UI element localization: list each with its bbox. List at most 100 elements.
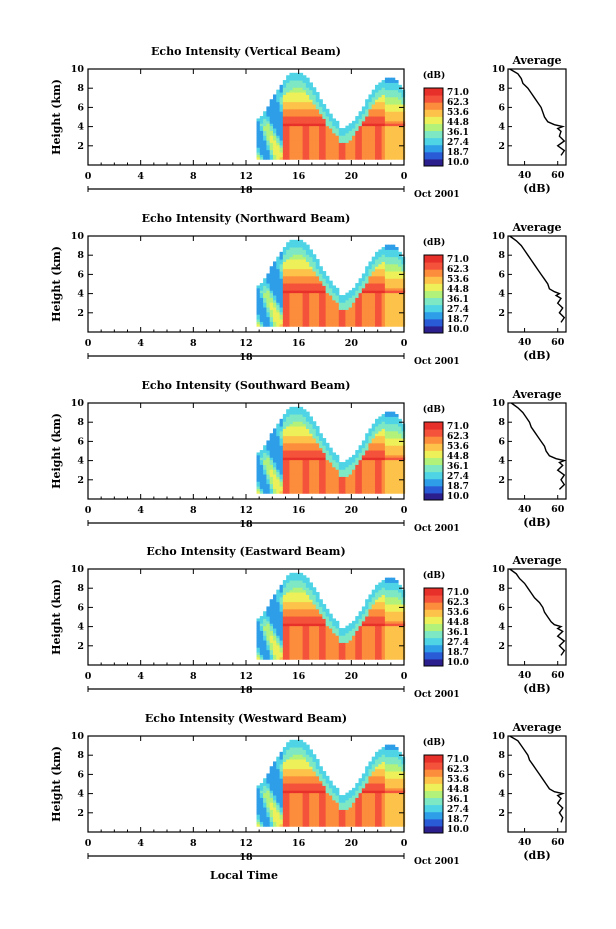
heatmap-cell [384, 618, 389, 622]
heatmap-cell [289, 94, 294, 98]
heatmap-cell [309, 647, 313, 651]
heatmap-cell [276, 635, 281, 639]
heatmap-cell [296, 486, 300, 489]
heatmap-cell [332, 290, 337, 294]
heatmap-cell [312, 319, 317, 322]
heatmap-cell [272, 476, 277, 480]
heatmap-cell [305, 616, 310, 619]
heatmap-cell [302, 140, 307, 143]
heatmap-cell [282, 299, 287, 303]
heatmap-cell [282, 87, 287, 91]
heatmap-cell [325, 118, 330, 122]
heatmap-cell [342, 314, 346, 318]
heatmap-cell [384, 273, 389, 277]
heatmap-cell [391, 582, 396, 586]
heatmap-cell [259, 307, 264, 310]
heatmap-cell [332, 304, 337, 308]
heatmap-cell [328, 309, 333, 313]
heatmap-cell [358, 319, 363, 322]
heatmap-cell [375, 490, 379, 494]
heatmap-cell [378, 438, 383, 441]
heatmap-cell [332, 118, 337, 122]
heatmap-cell [279, 459, 284, 463]
heatmap-cell [263, 278, 267, 282]
heatmap-cell [269, 486, 274, 489]
heatmap-cell [282, 130, 287, 134]
heatmap-cell [381, 292, 386, 296]
heatmap-cell [365, 283, 369, 286]
heatmap-cell [375, 632, 379, 636]
heatmap-cell [378, 137, 383, 141]
heatmap-cell [388, 80, 392, 83]
heatmap-cell [371, 111, 376, 115]
heatmap-cell [289, 314, 294, 318]
heatmap-cell [305, 311, 310, 315]
heatmap-cell [345, 132, 350, 136]
heatmap-cell [282, 247, 287, 250]
heatmap-cell [296, 256, 300, 260]
heatmap-cell [328, 123, 333, 127]
heatmap-cell [302, 632, 307, 636]
heatmap-cell [286, 280, 290, 284]
heatmap-cell [355, 142, 360, 146]
heatmap-cell [342, 628, 346, 631]
heatmap-cell [384, 490, 389, 494]
heatmap-cell [276, 642, 281, 646]
heatmap-cell [325, 616, 330, 619]
heatmap-cell [378, 89, 383, 93]
heatmap-cell [292, 421, 297, 425]
heatmap-cell [351, 459, 356, 463]
heatmap-cell [322, 647, 327, 651]
heatmap-cell [266, 302, 271, 306]
heatmap-cell [266, 118, 271, 122]
heatmap-cell [378, 311, 383, 315]
heatmap-cell [312, 486, 317, 489]
heatmap-cell [378, 416, 383, 420]
heatmap-cell [309, 130, 313, 134]
heatmap-cell [375, 266, 379, 270]
heatmap-cell [384, 144, 389, 148]
heatmap-cell [256, 140, 261, 143]
heatmap-cell [296, 316, 300, 320]
heatmap-cell [375, 430, 379, 434]
heatmap-cell [296, 244, 300, 248]
heatmap-cell [266, 462, 271, 465]
heatmap-cell [394, 418, 399, 422]
heatmap-cell [312, 156, 317, 160]
heatmap-cell [312, 611, 317, 615]
heatmap-cell [299, 582, 304, 586]
heatmap-cell [365, 466, 369, 470]
heatmap-cell [309, 142, 313, 146]
heatmap-cell [332, 285, 337, 289]
heatmap-cell [371, 599, 376, 603]
heatmap-cell [292, 428, 297, 432]
heatmap-cell [305, 647, 310, 651]
heatmap-cell [371, 132, 376, 136]
heatmap-cell [319, 314, 323, 318]
heatmap-cell [328, 628, 333, 631]
heatmap-cell [263, 630, 267, 634]
heatmap-cell [315, 323, 320, 327]
heatmap-cell [394, 92, 399, 95]
heatmap-cell [325, 142, 330, 146]
heatmap-cell [361, 130, 366, 134]
heatmap-cell [375, 125, 379, 129]
heatmap-cell [375, 421, 379, 425]
heatmap-cell [335, 137, 340, 141]
heatmap-cell [375, 606, 379, 610]
heatmap-cell [263, 137, 267, 141]
heatmap-cell [381, 111, 386, 115]
heatmap-cell [348, 647, 353, 651]
heatmap-cell [276, 452, 281, 456]
heatmap-cell [286, 96, 290, 100]
heatmap-cell [315, 302, 320, 306]
heatmap-cell [398, 290, 402, 294]
heatmap-cell [319, 321, 323, 325]
heatmap-cell [282, 280, 287, 284]
heatmap-cell [398, 471, 402, 475]
heatmap-cell [302, 75, 307, 79]
heatmap-cell [266, 275, 271, 279]
heatmap-cell [355, 618, 360, 622]
heatmap-cell [282, 464, 287, 468]
heatmap-cell [335, 623, 340, 627]
